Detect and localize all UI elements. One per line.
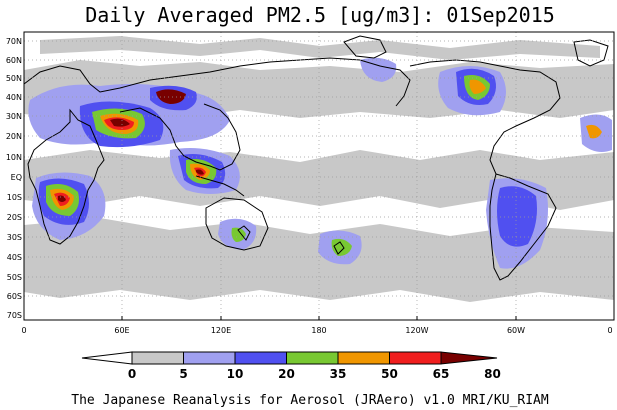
chart-title: Daily Averaged PM2.5 [ug/m3]: 01Sep2015 <box>85 3 555 27</box>
map-panel: 70N 60N 50N 40N 30N 20N 10N EQ 10S 20S 3… <box>6 31 615 335</box>
lat-label: EQ <box>11 173 22 182</box>
colorbar-tick-label: 65 <box>433 367 450 381</box>
colorbar-labels: 0 5 10 20 35 50 65 80 <box>128 367 501 381</box>
colorbar-tick-label: 5 <box>179 367 187 381</box>
colorbar-tick-label: 10 <box>227 367 244 381</box>
lat-label: 50N <box>6 74 22 83</box>
lat-label: 70N <box>6 37 22 46</box>
colorbar-swatch <box>234 351 287 365</box>
lon-label: 0 <box>21 326 26 335</box>
lat-label: 60S <box>7 292 22 301</box>
lat-label: 40S <box>7 253 22 262</box>
lon-label: 180 <box>311 326 326 335</box>
credit-line: The Japanese Reanalysis for Aerosol (JRA… <box>71 393 549 408</box>
latitude-labels: 70N 60N 50N 40N 30N 20N 10N EQ 10S 20S 3… <box>6 37 22 320</box>
lat-label: 60N <box>6 56 22 65</box>
colorbar-swatch <box>337 351 390 365</box>
lat-label: 70S <box>7 311 22 320</box>
lat-label: 20S <box>7 213 22 222</box>
colorbar-tick-label: 80 <box>484 367 501 381</box>
lon-label: 120W <box>405 326 428 335</box>
lat-label: 30N <box>6 112 22 121</box>
lat-label: 20N <box>6 132 22 141</box>
lat-label: 30S <box>7 233 22 242</box>
colorbar-swatch <box>183 351 236 365</box>
colorbar-tick-label: 50 <box>381 367 398 381</box>
lon-label: 0 <box>607 326 612 335</box>
lat-label: 10S <box>7 193 22 202</box>
colorbar-swatch <box>286 351 339 365</box>
colorbar-tick-label: 20 <box>278 367 295 381</box>
lat-label: 50S <box>7 273 22 282</box>
colorbar-swatches <box>81 351 498 365</box>
lon-label: 60E <box>114 326 129 335</box>
lat-label: 40N <box>6 93 22 102</box>
lon-label: 120E <box>211 326 231 335</box>
map-gridlines <box>24 32 614 320</box>
longitude-labels: 0 60E 120E 180 120W 60W 0 <box>21 326 612 335</box>
colorbar-swatch <box>131 351 184 365</box>
colorbar-tick-label: 0 <box>128 367 136 381</box>
lon-label: 60W <box>507 326 525 335</box>
colorbar-min-arrow <box>81 351 133 365</box>
coastlines <box>24 35 609 281</box>
colorbar-legend: 0 5 10 20 35 50 65 80 <box>81 351 501 381</box>
colorbar-max-arrow <box>440 351 498 365</box>
lat-label: 10N <box>6 153 22 162</box>
colorbar-tick-label: 35 <box>330 367 347 381</box>
colorbar-swatch <box>389 351 442 365</box>
